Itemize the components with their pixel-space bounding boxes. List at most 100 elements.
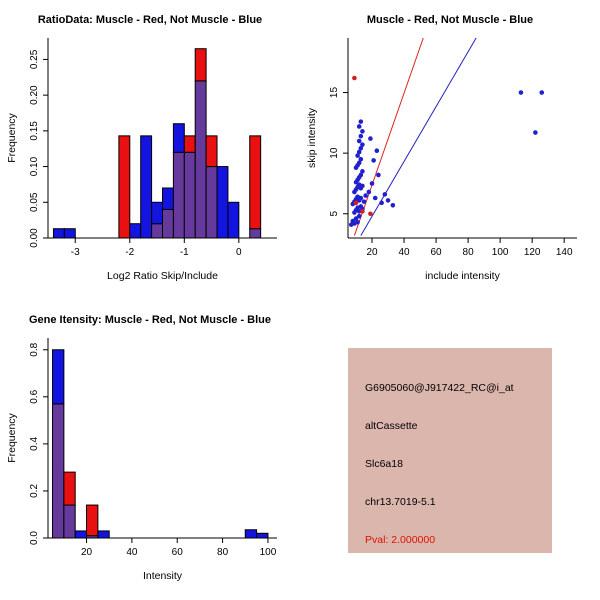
x-tick-label: 60 xyxy=(172,547,184,558)
not-muscle-point xyxy=(518,90,524,95)
muscle-fit-line xyxy=(353,37,424,236)
not-muscle-point xyxy=(360,169,365,174)
not-muscle-point xyxy=(356,209,362,214)
histogram-bar xyxy=(52,349,65,405)
histogram-bar-overlap xyxy=(205,166,218,239)
histogram-bar xyxy=(162,187,174,210)
y-tick-label: 0.00 xyxy=(29,228,40,248)
not-muscle-point xyxy=(358,146,364,151)
panel-ratio-histogram: RatioData: Muscle - Red, Not Muscle - Bl… xyxy=(0,0,300,300)
not-muscle-point xyxy=(356,160,362,166)
not-muscle-point xyxy=(369,181,375,186)
x-tick-label: 0 xyxy=(236,247,242,258)
histogram-bar-overlap xyxy=(249,228,262,239)
histogram-bar-overlap xyxy=(63,504,76,539)
x-tick-label: -2 xyxy=(125,247,134,258)
not-muscle-point xyxy=(385,198,391,203)
histogram-bar xyxy=(63,471,76,506)
not-muscle-point xyxy=(358,172,364,178)
not-muscle-point xyxy=(368,136,373,141)
x-tick-label: -1 xyxy=(180,247,189,258)
ratio-histogram-canvas: -3 -2 -1 0 0.00 0.05 0.10 0.15 0.20 0.25 Log2 Rati… xyxy=(6,38,277,282)
histogram-bar xyxy=(172,123,185,153)
not-muscle-point xyxy=(355,219,360,225)
y-tick-label: 0.25 xyxy=(29,49,40,69)
histogram-bar-overlap xyxy=(151,223,164,239)
y-tick-label: 15 xyxy=(329,87,340,99)
x-tick-label: 20 xyxy=(366,247,378,258)
muscle-point xyxy=(353,200,359,206)
x-tick-label: 140 xyxy=(556,247,573,258)
y-tick-label: 0.4 xyxy=(29,436,40,450)
y-axis-title: skip intensity xyxy=(306,107,318,168)
histogram-bar xyxy=(86,504,99,537)
y-tick-label: 5 xyxy=(329,211,340,217)
not-muscle-point xyxy=(356,149,362,155)
not-muscle-point xyxy=(390,202,396,208)
x-tick-label: 80 xyxy=(463,247,475,258)
not-muscle-point xyxy=(358,195,364,201)
x-axis-title: Log2 Ratio Skip/Include xyxy=(107,270,218,282)
histogram-bar-overlap xyxy=(183,151,196,239)
y-tick-label: 0.6 xyxy=(29,389,40,403)
gene-hist-title: Gene Itensity: Muscle - Red, Not Muscle … xyxy=(28,314,272,326)
pval-text: Pval: 2.000000 xyxy=(365,534,436,546)
not-muscle-point xyxy=(360,142,365,147)
not-muscle-point xyxy=(372,195,378,201)
histogram-bar xyxy=(74,530,88,539)
histogram-bar xyxy=(151,201,164,225)
gene-symbol-text: Slc6a18 xyxy=(365,458,403,470)
not-muscle-point xyxy=(539,90,545,95)
y-tick-label: 0.2 xyxy=(29,484,40,498)
muscle-point xyxy=(360,209,365,214)
x-tick-label: 120 xyxy=(524,247,541,258)
histogram-bar-overlap xyxy=(172,151,185,239)
x-tick-label: 100 xyxy=(492,247,509,258)
histogram-bar xyxy=(244,529,258,539)
gene-histogram-canvas: 20 40 60 80 100 0.0 0.2 0.4 0.6 0.8 Intensity Frequ… xyxy=(6,338,277,582)
scatter-plot-canvas: 20 40 60 80 100 120 140 5 10 15 include intensity s… xyxy=(306,37,577,282)
not-muscle-point xyxy=(358,119,364,124)
not-muscle-point xyxy=(382,192,388,197)
histogram-bar xyxy=(129,223,142,239)
y-tick-label: 10 xyxy=(329,147,340,159)
not-muscle-point xyxy=(360,183,365,189)
not-muscle-point xyxy=(358,133,364,139)
y-tick-label: 0.20 xyxy=(29,85,40,105)
probe-id-text: G6905060@J917422_RC@i_at xyxy=(365,382,514,394)
y-tick-label: 0.0 xyxy=(29,531,40,545)
x-tick-label: 100 xyxy=(260,547,277,558)
histogram-bar xyxy=(227,201,240,239)
y-tick-label: 0.15 xyxy=(29,121,40,141)
info-box: G6905060@J917422_RC@i_at altCassette Slc… xyxy=(348,348,552,553)
x-tick-label: 20 xyxy=(81,547,93,558)
not-muscle-point xyxy=(379,200,384,206)
not-muscle-point xyxy=(376,172,381,178)
histogram-bar xyxy=(140,135,153,239)
histogram-bar xyxy=(97,530,110,539)
not-muscle-point xyxy=(360,129,365,134)
ratio-hist-title: RatioData: Muscle - Red, Not Muscle - Bl… xyxy=(37,14,263,26)
muscle-point xyxy=(368,211,373,217)
x-tick-label: 60 xyxy=(431,247,443,258)
y-tick-label: 0.05 xyxy=(29,192,40,212)
histogram-bar xyxy=(256,532,269,539)
y-tick-label: 0.10 xyxy=(29,156,40,176)
histogram-bar xyxy=(216,166,229,239)
x-tick-label: 80 xyxy=(217,547,229,558)
not-muscle-fit-line xyxy=(360,37,477,236)
panel-info: G6905060@J917422_RC@i_at altCassette Slc… xyxy=(300,300,600,600)
histogram-bar-overlap xyxy=(162,208,174,239)
panel-scatter: Muscle - Red, Not Muscle - Blue 20 40 60 80… xyxy=(300,0,600,300)
x-tick-label: 40 xyxy=(398,247,410,258)
y-axis-title: Frequency xyxy=(6,412,18,462)
not-muscle-point xyxy=(355,153,360,158)
histogram-bar xyxy=(118,135,131,239)
not-muscle-point xyxy=(356,213,362,219)
x-axis-title: Intensity xyxy=(143,570,183,582)
not-muscle-point xyxy=(361,199,367,204)
histogram-bar-overlap xyxy=(52,403,65,539)
histogram-bar xyxy=(249,135,262,230)
y-axis-title: Frequency xyxy=(6,112,18,162)
